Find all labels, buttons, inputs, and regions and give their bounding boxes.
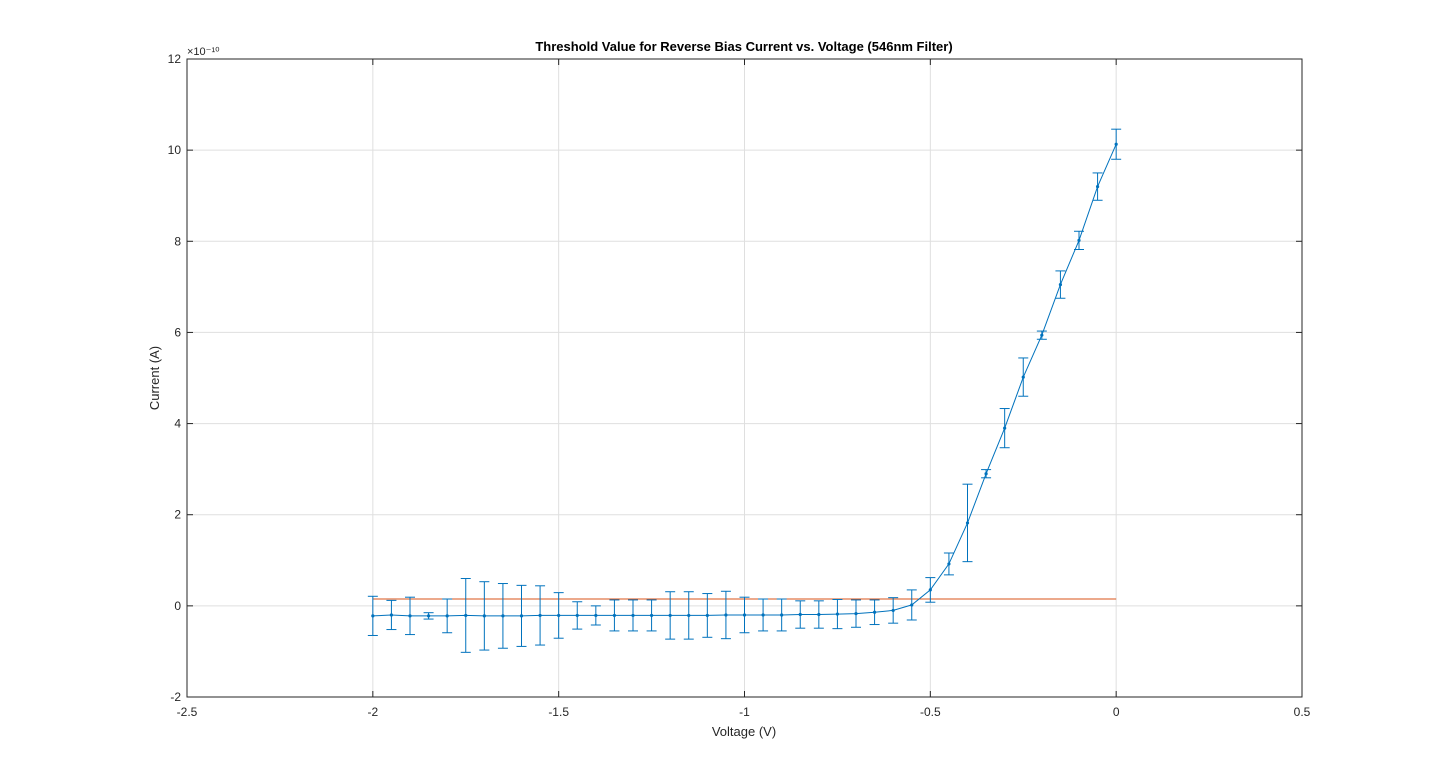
data-point	[798, 612, 802, 617]
data-point	[1058, 282, 1063, 287]
data-point	[780, 613, 784, 617]
x-tick-label: -0.5	[920, 705, 941, 719]
y-tick-label: 4	[174, 417, 181, 431]
y-tick-label: -2	[170, 690, 181, 704]
data-point	[705, 613, 709, 618]
x-tick-label: -1.5	[548, 705, 569, 719]
data-point	[631, 613, 635, 618]
data-point	[947, 562, 951, 566]
data-point	[1040, 333, 1044, 337]
x-axis-label: Voltage (V)	[712, 724, 776, 739]
data-point	[910, 603, 914, 607]
y-axis-exponent: ×10⁻¹⁰	[187, 46, 220, 58]
data-point	[501, 614, 505, 618]
y-tick-label: 6	[174, 325, 181, 339]
data-point	[408, 614, 412, 618]
y-tick-label: 8	[174, 234, 181, 248]
data-point	[1114, 142, 1118, 146]
data-point	[835, 612, 840, 616]
data-point	[724, 613, 728, 617]
y-axis-label: Current (A)	[147, 346, 162, 410]
data-point	[538, 613, 542, 618]
data-point	[891, 608, 895, 613]
data-series	[367, 128, 1122, 653]
y-tick-label: 2	[174, 508, 181, 522]
data-point	[389, 613, 394, 617]
chart-title: Threshold Value for Reverse Bias Current…	[535, 39, 952, 54]
data-point	[668, 613, 672, 618]
data-point	[464, 613, 468, 618]
data-point	[928, 588, 932, 592]
data-point	[557, 613, 561, 618]
data-point	[426, 614, 431, 618]
data-point	[445, 614, 449, 618]
data-point	[1095, 185, 1100, 189]
x-tick-label: 0.5	[1294, 705, 1311, 719]
data-point	[761, 613, 765, 617]
data-point	[965, 521, 970, 525]
data-point	[872, 610, 877, 614]
data-point	[612, 613, 617, 618]
data-point	[742, 613, 747, 617]
data-point	[984, 472, 988, 476]
data-point	[1077, 238, 1081, 242]
y-tick-label: 0	[174, 599, 181, 613]
data-point	[687, 613, 691, 618]
data-point	[575, 613, 579, 618]
data-point	[594, 613, 598, 618]
data-point	[482, 614, 486, 618]
y-tick-label: 12	[168, 52, 182, 66]
data-point	[1003, 426, 1007, 430]
data-point	[649, 613, 654, 618]
x-tick-label: -2	[367, 705, 378, 719]
x-tick-label: -2.5	[177, 705, 198, 719]
x-tick-label: -1	[739, 705, 750, 719]
data-point	[519, 614, 524, 618]
data-point	[1021, 375, 1025, 379]
data-point	[854, 612, 858, 616]
y-tick-label: 10	[168, 143, 182, 157]
data-point	[817, 612, 821, 617]
data-point	[371, 614, 375, 618]
x-tick-label: 0	[1113, 705, 1120, 719]
